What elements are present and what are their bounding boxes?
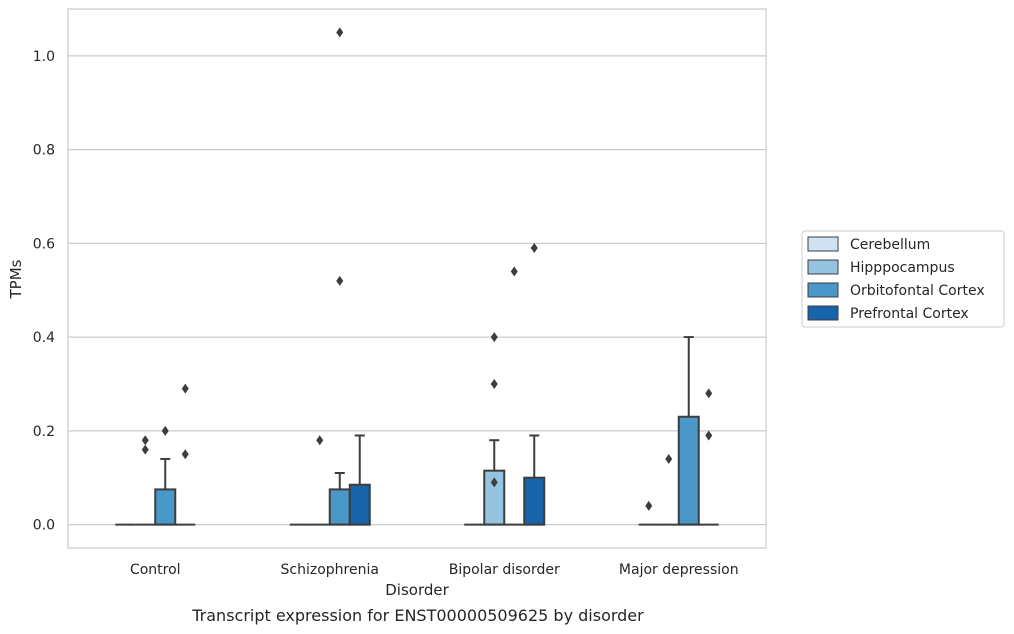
- outlier-point: [510, 266, 518, 277]
- y-tick-label: 0.4: [33, 330, 55, 346]
- y-tick-label: 1.0: [33, 49, 55, 65]
- outlier-point: [490, 477, 498, 488]
- x-tick-label: Schizophrenia: [281, 562, 379, 578]
- legend-entry: Orbitofontal Cortex: [850, 283, 985, 299]
- x-axis-label: Disorder: [385, 581, 449, 599]
- outlier-point: [665, 453, 673, 464]
- outlier-point: [490, 332, 498, 343]
- legend-swatch: [807, 305, 839, 321]
- box: [523, 243, 546, 526]
- x-tick-label: Control: [130, 562, 181, 578]
- box: [135, 435, 156, 526]
- box-body: [348, 483, 371, 526]
- legend-swatch: [807, 282, 839, 298]
- box: [483, 332, 506, 526]
- box-body: [328, 488, 351, 526]
- outlier-point: [645, 500, 653, 511]
- box-body: [154, 488, 177, 526]
- box: [175, 383, 196, 526]
- outlier-point: [490, 378, 498, 389]
- outlier-point: [181, 449, 189, 460]
- box: [698, 388, 719, 526]
- y-tick-label: 0.6: [33, 236, 55, 252]
- legend-frame: [801, 230, 1005, 328]
- grid-lines: [68, 55, 766, 526]
- x-tick-label: Bipolar disorder: [449, 562, 560, 578]
- outlier-point: [336, 27, 344, 38]
- box-body: [523, 476, 546, 526]
- x-tick-labels: Control Schizophrenia Bipolar disorder Majo…: [130, 562, 739, 578]
- outlier-point: [141, 435, 149, 446]
- outlier-point: [316, 435, 324, 446]
- figure-caption: Transcript expression for ENST0000050962…: [192, 606, 644, 625]
- outlier-point: [530, 243, 538, 254]
- legend-swatch: [807, 259, 839, 275]
- outlier-point: [705, 388, 713, 399]
- legend-entry: Hipppocampus: [850, 260, 955, 276]
- y-tick-labels: 0.0 0.2 0.4 0.6 0.8 1.0: [33, 49, 55, 534]
- outlier-point: [181, 383, 189, 394]
- box-body: [677, 415, 700, 526]
- plot-frame: [67, 8, 767, 549]
- outlier-point: [141, 444, 149, 455]
- box: [504, 266, 525, 526]
- y-tick-label: 0.2: [33, 424, 55, 440]
- plot-marks: [115, 27, 719, 526]
- outlier-point: [336, 275, 344, 286]
- box: [309, 435, 330, 526]
- legend: Cerebellum Hipppocampus Orbitofontal Corte…: [801, 230, 1005, 328]
- legend-entry: Prefrontal Cortex: [850, 306, 969, 322]
- box: [638, 500, 659, 526]
- y-tick-label: 0.8: [33, 143, 55, 159]
- y-axis-label: TPMs: [7, 259, 25, 299]
- box: [348, 434, 371, 526]
- box: [328, 27, 351, 526]
- outlier-point: [705, 430, 713, 441]
- y-tick-label: 0.0: [33, 518, 55, 534]
- outlier-point: [161, 425, 169, 436]
- legend-swatch: [807, 236, 839, 252]
- box: [658, 453, 679, 526]
- box: [154, 425, 177, 526]
- x-tick-label: Major depression: [619, 562, 739, 578]
- box: [677, 336, 700, 526]
- legend-entry: Cerebellum: [850, 237, 930, 253]
